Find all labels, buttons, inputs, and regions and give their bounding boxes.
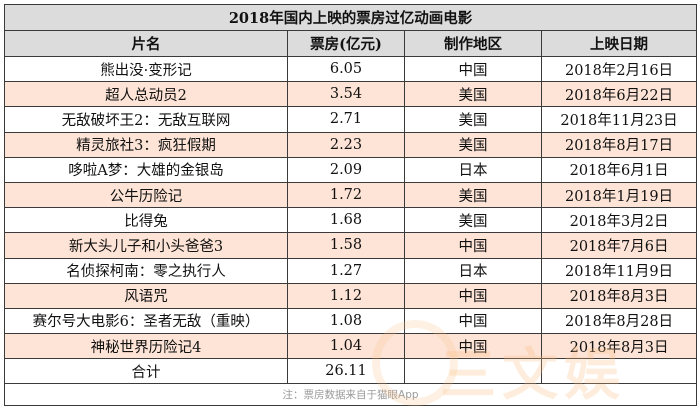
total-label: 合计 bbox=[4, 358, 288, 385]
total-row: 合计 26.11 bbox=[4, 358, 698, 385]
cell-box-office: 1.08 bbox=[287, 307, 405, 335]
cell-region: 日本 bbox=[404, 257, 542, 284]
cell-name: 风语咒 bbox=[4, 282, 288, 309]
total-empty-region bbox=[404, 358, 542, 385]
table-title-row: 2018年国内上映的票房过亿动画电影 bbox=[3, 4, 698, 31]
table-row: 神秘世界历险记4 1.04 中国 2018年8月3日 bbox=[4, 333, 698, 360]
source-note: 注：票房数据来自于猫眼App bbox=[3, 383, 698, 407]
cell-region: 日本 bbox=[404, 156, 542, 183]
table-row: 熊出没·变形记 6.05 中国 2018年2月16日 bbox=[4, 55, 698, 83]
cell-box-office: 2.23 bbox=[287, 131, 405, 158]
cell-name: 哆啦A梦：大雄的金银岛 bbox=[4, 156, 288, 183]
cell-region: 中国 bbox=[404, 307, 542, 335]
cell-region: 美国 bbox=[404, 131, 542, 158]
cell-box-office: 1.27 bbox=[287, 257, 405, 284]
cell-name: 无敌破坏王2：无敌互联网 bbox=[4, 106, 288, 133]
cell-name: 新大头儿子和小头爸爸3 bbox=[4, 232, 288, 259]
note-row: 注：票房数据来自于猫眼App bbox=[3, 383, 698, 407]
cell-box-office: 3.54 bbox=[287, 81, 405, 108]
table-row: 公牛历险记 1.72 美国 2018年1月19日 bbox=[4, 181, 698, 209]
cell-region: 中国 bbox=[404, 55, 542, 83]
table-row: 精灵旅社3：疯狂假期 2.23 美国 2018年8月17日 bbox=[4, 131, 698, 158]
table-row: 比得兔 1.68 美国 2018年3月2日 bbox=[4, 207, 698, 234]
cell-date: 2018年8月3日 bbox=[540, 333, 698, 360]
cell-name: 赛尔号大电影6：圣者无敌（重映） bbox=[4, 307, 288, 335]
cell-box-office: 1.58 bbox=[287, 232, 405, 259]
cell-date: 2018年1月19日 bbox=[540, 181, 698, 209]
cell-name: 精灵旅社3：疯狂假期 bbox=[4, 131, 288, 158]
header-region: 制作地区 bbox=[404, 30, 542, 57]
cell-region: 中国 bbox=[404, 232, 542, 259]
box-office-table: 2018年国内上映的票房过亿动画电影 片名 票房(亿元) 制作地区 上映日期 熊… bbox=[3, 4, 698, 407]
table-row: 无敌破坏王2：无敌互联网 2.71 美国 2018年11月23日 bbox=[4, 106, 698, 133]
cell-date: 2018年7月6日 bbox=[540, 232, 698, 259]
cell-name: 比得兔 bbox=[4, 207, 288, 234]
cell-region: 美国 bbox=[404, 181, 542, 209]
table-row: 名侦探柯南：零之执行人 1.27 日本 2018年11月9日 bbox=[4, 257, 698, 284]
cell-region: 美国 bbox=[404, 81, 542, 108]
table-header-row: 片名 票房(亿元) 制作地区 上映日期 bbox=[4, 30, 698, 57]
cell-date: 2018年6月22日 bbox=[540, 81, 698, 108]
cell-box-office: 2.09 bbox=[287, 156, 405, 183]
cell-name: 公牛历险记 bbox=[4, 181, 288, 209]
cell-name: 神秘世界历险记4 bbox=[4, 333, 288, 360]
cell-name: 名侦探柯南：零之执行人 bbox=[4, 257, 288, 284]
total-empty-date bbox=[540, 358, 698, 385]
cell-date: 2018年8月28日 bbox=[540, 307, 698, 335]
cell-date: 2018年3月2日 bbox=[540, 207, 698, 234]
header-release-date: 上映日期 bbox=[540, 30, 698, 57]
cell-date: 2018年2月16日 bbox=[540, 55, 698, 83]
cell-box-office: 6.05 bbox=[287, 55, 405, 83]
cell-date: 2018年11月23日 bbox=[540, 106, 698, 133]
table-container: 2018年国内上映的票房过亿动画电影 片名 票房(亿元) 制作地区 上映日期 熊… bbox=[3, 4, 698, 407]
cell-date: 2018年11月9日 bbox=[540, 257, 698, 284]
table-row: 哆啦A梦：大雄的金银岛 2.09 日本 2018年6月1日 bbox=[4, 156, 698, 183]
header-name: 片名 bbox=[4, 30, 288, 57]
cell-box-office: 1.68 bbox=[287, 207, 405, 234]
cell-name: 超人总动员2 bbox=[4, 81, 288, 108]
cell-box-office: 1.12 bbox=[287, 282, 405, 309]
cell-box-office: 1.04 bbox=[287, 333, 405, 360]
table-row: 赛尔号大电影6：圣者无敌（重映） 1.08 中国 2018年8月28日 bbox=[4, 307, 698, 335]
cell-name: 熊出没·变形记 bbox=[4, 55, 288, 83]
table-row: 新大头儿子和小头爸爸3 1.58 中国 2018年7月6日 bbox=[4, 232, 698, 259]
cell-region: 中国 bbox=[404, 333, 542, 360]
table-row: 超人总动员2 3.54 美国 2018年6月22日 bbox=[4, 81, 698, 108]
total-value: 26.11 bbox=[287, 358, 405, 385]
cell-box-office: 1.72 bbox=[287, 181, 405, 209]
table-row: 风语咒 1.12 中国 2018年8月3日 bbox=[4, 282, 698, 309]
header-box-office: 票房(亿元) bbox=[287, 30, 405, 57]
cell-region: 美国 bbox=[404, 106, 542, 133]
cell-region: 美国 bbox=[404, 207, 542, 234]
table-title: 2018年国内上映的票房过亿动画电影 bbox=[3, 4, 698, 31]
cell-date: 2018年8月17日 bbox=[540, 131, 698, 158]
cell-date: 2018年6月1日 bbox=[540, 156, 698, 183]
cell-box-office: 2.71 bbox=[287, 106, 405, 133]
cell-date: 2018年8月3日 bbox=[540, 282, 698, 309]
cell-region: 中国 bbox=[404, 282, 542, 309]
